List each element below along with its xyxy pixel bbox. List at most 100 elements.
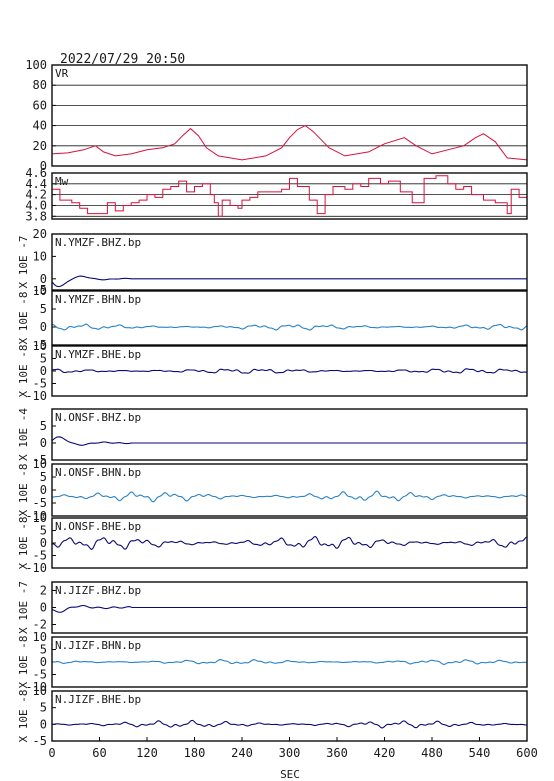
y-tick-label: 0 (40, 436, 47, 450)
y-tick-label: -10 (25, 389, 47, 403)
panel-frame (51, 463, 528, 517)
series-line-n-onsf-bhz-bp (51, 436, 527, 446)
panel-frame (51, 233, 528, 291)
series-line-n-onsf-bhe-bp (51, 535, 528, 551)
panel-n-jizf-bhe-bp: 10 5 0 -5X 10E -8 N.JIZF.BHE.bp (17, 684, 528, 748)
panel-frame (51, 636, 528, 688)
y-tick-label: -5 (33, 453, 47, 467)
panel-frame (51, 408, 528, 461)
y-tick-label: -5 (33, 668, 47, 682)
y-tick-label: 5 (40, 643, 47, 657)
panel-frame (51, 345, 528, 397)
y-tick-label: -5 (33, 496, 47, 510)
panel-label: N.ONSF.BHE.bp (55, 520, 141, 533)
x-tick-label: 300 (279, 746, 301, 760)
y-tick-label: 5 (40, 302, 47, 316)
y-axis-label: X 10E -7 (17, 236, 30, 289)
y-axis-label: X 10E -8 (17, 636, 30, 689)
y-tick-label: 0 (40, 364, 47, 378)
y-tick-label: -5 (33, 283, 47, 297)
y-tick-label: -10 (25, 509, 47, 523)
y-tick-label: 0 (40, 159, 47, 173)
x-tick-label: 120 (136, 746, 158, 760)
panel-label: N.JIZF.BHE.bp (55, 693, 141, 706)
y-tick-label: 10 (33, 284, 47, 298)
y-tick-label: -5 (33, 549, 47, 563)
y-tick-label: 2 (40, 584, 47, 598)
y-tick-label: 10 (33, 339, 47, 353)
y-tick-label: 0 (40, 601, 47, 615)
y-tick-label: 4.4 (25, 177, 47, 191)
series-line-n-jizf-bhn-bp (51, 659, 527, 665)
x-tick-label: 240 (231, 746, 253, 760)
y-tick-label: -5 (33, 734, 47, 748)
y-axis-label: X 10E -7 (17, 581, 30, 634)
x-tick-label: 600 (516, 746, 538, 760)
y-tick-label: 0 (40, 536, 47, 550)
series-line-n-ymzf-bhe-bp (52, 368, 527, 374)
y-tick-label: 20 (33, 227, 47, 241)
y-tick-label: 20 (33, 139, 47, 153)
series-line-vr (51, 125, 528, 161)
y-tick-label: 4.0 (25, 198, 47, 212)
y-tick-label: 100 (25, 58, 47, 72)
x-tick-label: 480 (421, 746, 443, 760)
y-tick-label: 10 (33, 684, 47, 698)
panel-vr: 100 80 60 40 20 0 VR (25, 58, 528, 173)
panel-frame (51, 290, 528, 346)
panel-label: VR (55, 67, 69, 80)
y-tick-label: 5 (40, 701, 47, 715)
y-tick-label: 5 (40, 352, 47, 366)
panel-frame (51, 64, 528, 167)
panel-label: N.YMZF.BHN.bp (55, 293, 141, 306)
y-tick-label: 3.8 (25, 209, 47, 223)
y-axis-label: X 10E -8 (17, 345, 30, 398)
y-tick-label: 10 (33, 511, 47, 525)
series-line-n-jizf-bhz-bp (51, 604, 527, 613)
x-axis-label: SEC (280, 768, 300, 781)
x-tick-label: 540 (469, 746, 491, 760)
panel-n-onsf-bhz-bp: 5 0 -5X 10E -4 N.ONSF.BHZ.bp (17, 408, 528, 467)
y-axis-label: X 10E -4 (17, 408, 30, 461)
y-axis-label: X 10E -8 (17, 690, 30, 743)
y-axis-label: X 10E -8 (17, 292, 30, 345)
panel-label: N.ONSF.BHZ.bp (55, 411, 141, 424)
panel-frame (51, 517, 528, 569)
y-tick-label: 80 (33, 78, 47, 92)
y-tick-label: 5 (40, 419, 47, 433)
y-tick-label: 5 (40, 524, 47, 538)
x-tick-label: 60 (92, 746, 106, 760)
x-axis: 0 60 120 180 240 300 360 420 480 540 600 (48, 737, 538, 760)
y-tick-label: 0 (40, 483, 47, 497)
y-tick-label: 4.2 (25, 188, 47, 202)
panel-label: N.JIZF.BHZ.bp (55, 584, 141, 597)
y-tick-label: -10 (25, 680, 47, 694)
panel-label: N.YMZF.BHE.bp (55, 348, 141, 361)
series-line-n-onsf-bhn-bp (51, 490, 528, 503)
y-tick-label: 10 (33, 249, 47, 263)
y-tick-label: 0 (40, 655, 47, 669)
x-tick-label: 360 (326, 746, 348, 760)
y-tick-label: 5 (40, 470, 47, 484)
panel-frame (51, 581, 528, 634)
y-axis-label: X 10E -8 (17, 464, 30, 517)
panel-n-jizf-bhz-bp: 2 0 -2X 10E -7 N.JIZF.BHZ.bp (17, 581, 528, 634)
series-line-mw (52, 175, 528, 217)
panel-label: N.JIZF.BHN.bp (55, 639, 141, 652)
y-tick-label: -5 (33, 338, 47, 352)
series-line-n-ymzf-bhz-bp (51, 275, 527, 288)
y-tick-label: 0 (40, 272, 47, 286)
panel-label: N.YMZF.BHZ.bp (55, 236, 141, 249)
y-tick-label: -5 (33, 377, 47, 391)
x-tick-label: 420 (374, 746, 396, 760)
y-tick-label: 10 (33, 630, 47, 644)
y-tick-label: -2 (33, 618, 47, 632)
y-tick-label: -10 (25, 561, 47, 575)
series-line-n-jizf-bhe-bp (52, 719, 527, 729)
panels: 100806040200VR4.64.44.24.03.8Mw20100-5X … (17, 58, 528, 748)
y-tick-label: 0 (40, 717, 47, 731)
